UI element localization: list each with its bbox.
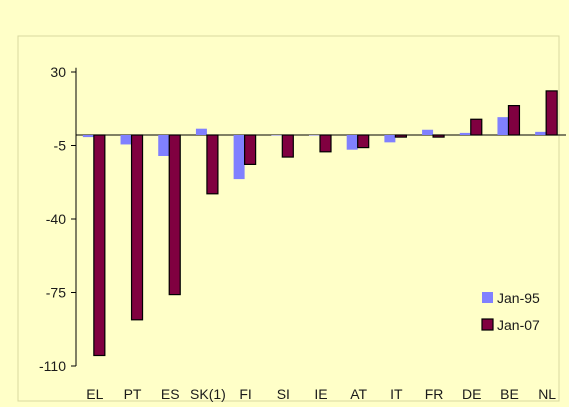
x-category-label: ES <box>161 386 180 402</box>
bar-jan-95 <box>158 135 170 156</box>
bar-jan-95 <box>422 129 434 135</box>
chart-area <box>17 35 560 402</box>
x-category-label: BE <box>500 386 519 402</box>
legend-label: Jan-95 <box>497 290 540 306</box>
bar-jan-95 <box>346 135 358 150</box>
y-tick-label: -110 <box>39 358 66 374</box>
bar-jan-07 <box>545 90 558 136</box>
x-axis-labels: EL PT ES SK(1) FI SI IE AT IT FR DE BE NL <box>86 386 556 402</box>
x-category-label: EL <box>86 386 103 402</box>
y-axis: 30 -5 -40 -75 -110 <box>39 64 566 374</box>
x-category-label: IE <box>314 386 327 402</box>
bar-jan-95 <box>195 128 207 135</box>
bar-jan-07 <box>93 134 106 357</box>
bar-jan-07 <box>281 134 294 158</box>
bar-jan-07 <box>244 134 257 165</box>
bar-jan-95 <box>309 135 320 136</box>
bar-jan-07 <box>470 118 483 136</box>
x-category-label: FI <box>239 386 251 402</box>
bar-jan-07 <box>394 134 407 138</box>
legend-item-jan-95: Jan-95 <box>482 290 540 306</box>
bar-jan-95 <box>459 132 471 135</box>
y-tick-label: -75 <box>46 285 66 301</box>
y-tick-label: -5 <box>54 138 67 154</box>
x-category-label: NL <box>538 386 556 402</box>
bar-jan-07 <box>357 134 370 149</box>
legend: Jan-95 Jan-07 <box>481 290 540 333</box>
bar-jan-95 <box>271 135 283 136</box>
bar-jan-95 <box>497 117 509 135</box>
bar-jan-07 <box>507 104 521 136</box>
x-category-label: PT <box>124 386 142 402</box>
x-category-label: DE <box>462 386 481 402</box>
bar-jan-95 <box>82 135 94 138</box>
x-category-label: IT <box>390 386 403 402</box>
legend-item-jan-07: Jan-07 <box>481 317 540 333</box>
bar-jan-07 <box>130 134 144 321</box>
bar-jan-95 <box>120 135 132 145</box>
legend-swatch <box>482 292 493 303</box>
x-category-label: AT <box>350 386 367 402</box>
y-tick-label: 30 <box>50 64 66 80</box>
bar-jan-95 <box>535 131 547 135</box>
y-tick-label: -40 <box>46 211 66 227</box>
bar-jan-07 <box>206 134 219 195</box>
x-category-label: SI <box>277 386 290 402</box>
bar-jan-95 <box>233 135 245 180</box>
x-category-label: FR <box>425 386 444 402</box>
bar-jan-07 <box>168 134 181 296</box>
legend-swatch <box>481 318 494 331</box>
bars <box>82 90 558 357</box>
bar-jan-07 <box>319 134 332 153</box>
legend-label: Jan-07 <box>497 317 540 333</box>
bar-jan-95 <box>384 135 396 143</box>
x-category-label: SK(1) <box>190 386 226 402</box>
bar-jan-07 <box>432 134 445 138</box>
